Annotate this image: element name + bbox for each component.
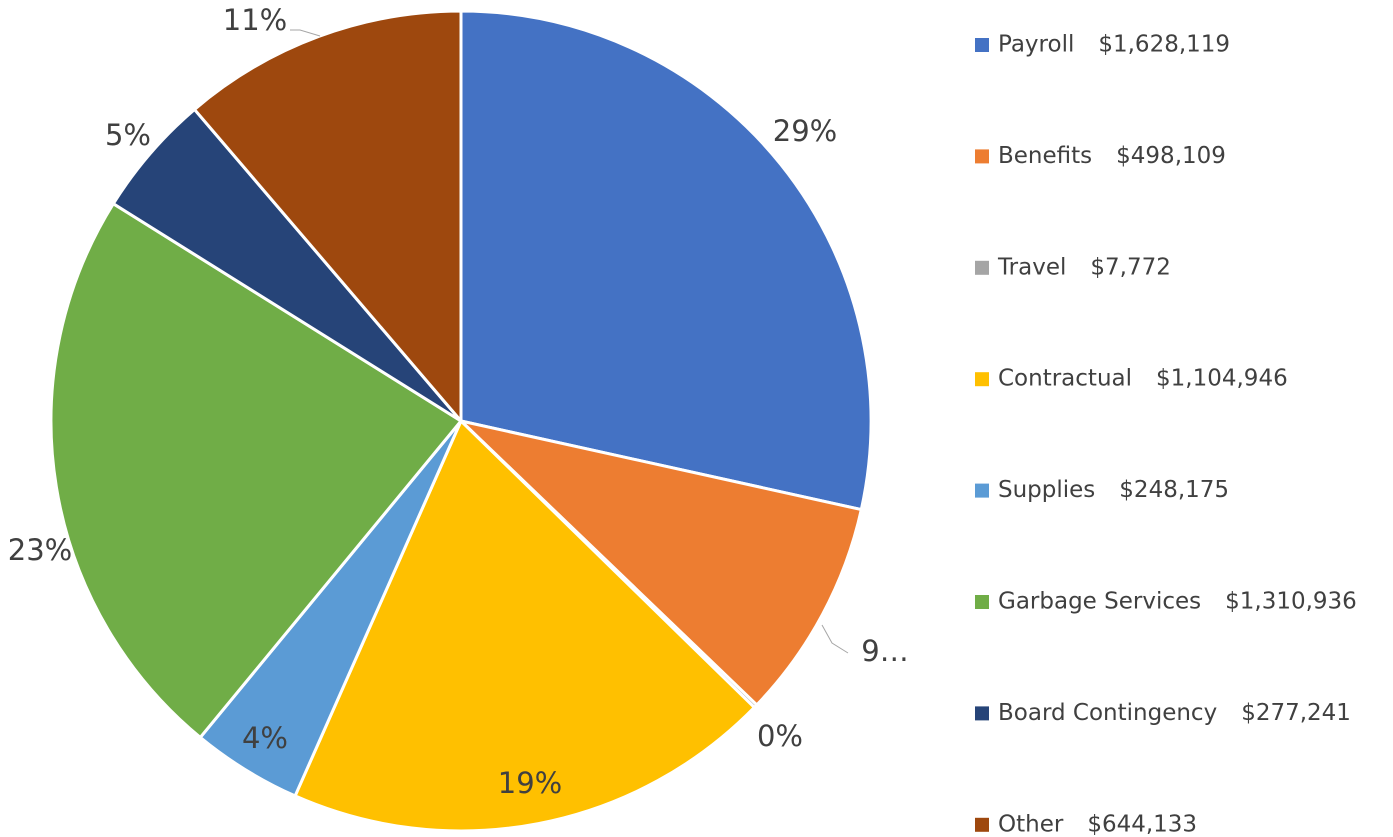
pie-slice [459, 419, 863, 707]
data-label: 5% [105, 118, 151, 152]
legend-value: $277,241 [1241, 700, 1351, 726]
pie-slice [192, 9, 463, 423]
legend-value: $248,175 [1119, 477, 1229, 503]
legend-value: $498,109 [1116, 143, 1226, 169]
legend-label: Board Contingency [998, 700, 1217, 726]
legend-swatch [975, 38, 989, 52]
data-label: 0% [757, 719, 803, 753]
data-label: 19% [498, 766, 562, 800]
legend-label: Garbage Services [998, 589, 1201, 615]
legend-swatch [975, 372, 989, 387]
data-label: 11% [223, 3, 287, 37]
data-label: 29% [773, 114, 837, 148]
legend-value: $1,104,946 [1156, 366, 1288, 392]
legend-swatch [975, 260, 989, 275]
legend-label: Payroll [998, 32, 1074, 58]
data-label: 9… [861, 634, 908, 668]
legend-label: Supplies [998, 477, 1095, 503]
legend-swatch [975, 483, 989, 498]
legend-label: Benefits [998, 143, 1092, 169]
legend-value: $644,133 [1087, 811, 1197, 837]
pie-slice [49, 202, 463, 739]
legend-value: $7,772 [1090, 254, 1170, 280]
legend-label: Contractual [998, 366, 1132, 392]
data-label: 23% [8, 533, 72, 567]
leader-line [821, 624, 849, 654]
legend-swatch [975, 149, 989, 164]
legend-value: $1,310,936 [1225, 589, 1357, 615]
data-label: 4% [242, 721, 288, 755]
pie-slice [459, 9, 873, 512]
legend-swatch [975, 595, 989, 609]
legend-value: $1,628,119 [1098, 32, 1230, 58]
legend-label: Travel [997, 254, 1066, 280]
pie-slice [293, 419, 756, 833]
leader-line [290, 29, 321, 37]
legend-swatch [975, 706, 989, 721]
legend-label: Other [998, 811, 1064, 837]
legend-swatch [975, 817, 989, 832]
